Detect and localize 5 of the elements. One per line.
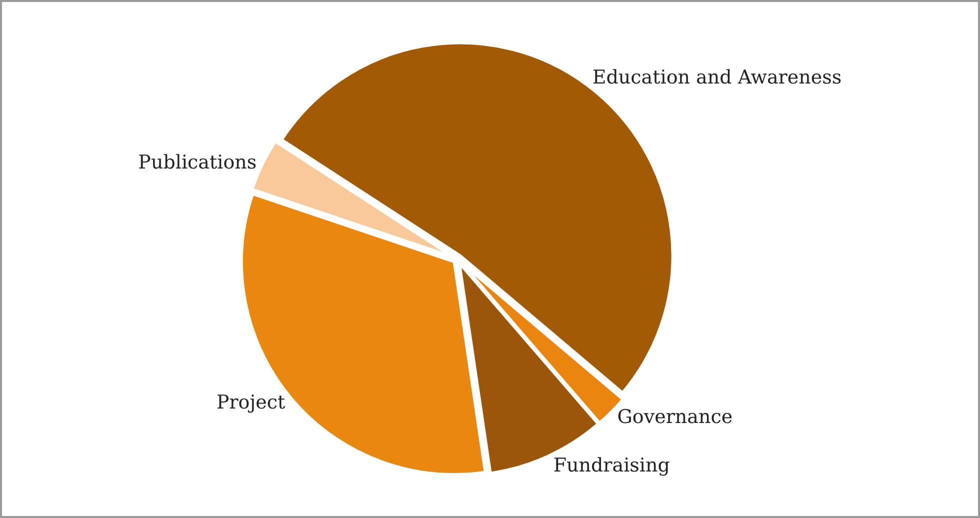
slice-label: Education and Awareness — [592, 66, 842, 89]
slice-label: Governance — [617, 406, 733, 428]
slice-label: Project — [216, 392, 286, 414]
slice-label: Publications — [138, 151, 257, 174]
slice-label: Fundraising — [553, 454, 670, 476]
